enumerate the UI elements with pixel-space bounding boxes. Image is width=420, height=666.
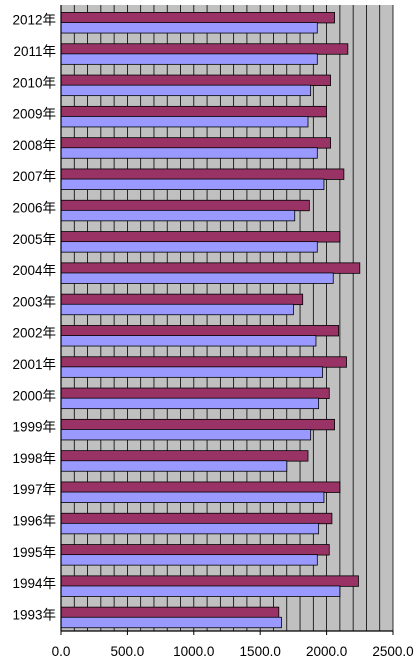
series-2-bar — [60, 303, 294, 316]
series-1-bar — [60, 43, 349, 55]
series-2-bar — [60, 585, 341, 597]
category-label: 1996年 — [12, 513, 56, 528]
category-label: 2007年 — [12, 169, 56, 184]
series-2-bar — [60, 460, 288, 472]
series-1-bar — [60, 481, 341, 493]
series-2-bar — [60, 53, 318, 65]
category-label: 1999年 — [12, 420, 56, 435]
series-2-bar — [60, 22, 318, 34]
category-label: 2002年 — [12, 326, 56, 341]
series-1-bar — [60, 74, 331, 86]
series-2-bar — [60, 84, 312, 97]
series-1-bar — [60, 356, 347, 368]
x-tick-label: 1000.0 — [173, 644, 214, 659]
series-2-bar — [60, 241, 318, 253]
category-label: 2005年 — [12, 232, 56, 247]
series-2-bar — [60, 522, 320, 535]
series-1-bar — [60, 168, 345, 180]
series-2-bar — [60, 429, 312, 441]
category-label: 1994年 — [12, 576, 56, 591]
category-label: 1997年 — [12, 482, 56, 497]
series-2-bar — [60, 147, 318, 159]
category-label: 2001年 — [12, 357, 56, 372]
series-2-bar — [60, 272, 334, 284]
series-1-bar — [60, 544, 330, 556]
category-label: 1998年 — [12, 451, 56, 466]
series-2-bar — [60, 366, 324, 378]
series-1-bar — [60, 293, 304, 306]
series-1-bar — [60, 450, 309, 462]
series-1-bar — [60, 418, 335, 431]
series-1-bar — [60, 262, 361, 274]
series-1-bar — [60, 606, 280, 619]
series-2-bar — [60, 335, 317, 347]
category-label: 2009年 — [12, 107, 56, 122]
series-2-bar — [60, 554, 318, 566]
series-2-bar — [60, 116, 309, 128]
plot-area — [61, 5, 393, 631]
series-2-bar — [60, 397, 320, 410]
series-1-bar — [60, 12, 335, 24]
x-tick-label: 0.0 — [52, 644, 71, 659]
series-1-bar — [60, 105, 328, 118]
category-label: 2011年 — [13, 44, 56, 59]
x-tick-label: 1500.0 — [240, 644, 281, 659]
series-1-bar — [60, 387, 330, 399]
series-2-bar — [60, 616, 282, 629]
series-2-bar — [60, 209, 296, 222]
category-label: 2010年 — [12, 75, 56, 90]
series-1-bar — [60, 137, 331, 149]
x-tick-label: 2000.0 — [306, 644, 347, 659]
category-label: 2008年 — [12, 138, 56, 153]
series-1-bar — [60, 325, 339, 337]
category-label: 2006年 — [12, 200, 56, 215]
category-label: 1993年 — [12, 607, 56, 622]
category-label: 2003年 — [12, 294, 56, 309]
category-label: 1995年 — [12, 545, 56, 560]
series-2-bar — [60, 178, 325, 190]
series-1-bar — [60, 199, 310, 212]
category-label: 2000年 — [12, 388, 56, 403]
x-tick-label: 2500.0 — [372, 644, 413, 659]
series-1-bar — [60, 575, 359, 587]
category-label: 2004年 — [12, 263, 56, 278]
series-2-bar — [60, 491, 325, 503]
series-1-bar — [60, 231, 341, 243]
series-1-bar — [60, 512, 333, 525]
x-tick-label: 500.0 — [111, 644, 145, 659]
category-label: 2012年 — [12, 13, 56, 28]
